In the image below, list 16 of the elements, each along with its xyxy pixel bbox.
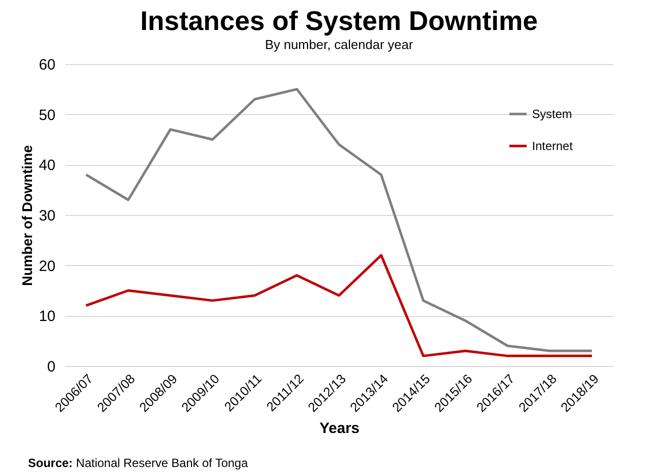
source-note: Source: National Reserve Bank of Tonga [28, 456, 248, 470]
y-tick-label: 10 [38, 308, 56, 326]
x-axis-title: Years [319, 420, 360, 437]
line-series [84, 88, 594, 352]
y-axis-title: Number of Downtime [18, 144, 35, 286]
line-series [84, 254, 594, 358]
chart-title: Instances of System Downtime [140, 6, 538, 36]
legend-label: Internet [532, 139, 574, 153]
y-tick-label: 60 [38, 56, 56, 74]
legend-label: System [532, 107, 572, 121]
y-tick-label: 0 [47, 358, 56, 376]
y-tick-label: 50 [38, 106, 56, 124]
y-tick-label: 30 [38, 208, 56, 224]
chart-subtitle: By number, calendar year [264, 37, 414, 52]
y-tick-label: 20 [38, 258, 56, 275]
y-tick-label: 40 [38, 157, 56, 174]
